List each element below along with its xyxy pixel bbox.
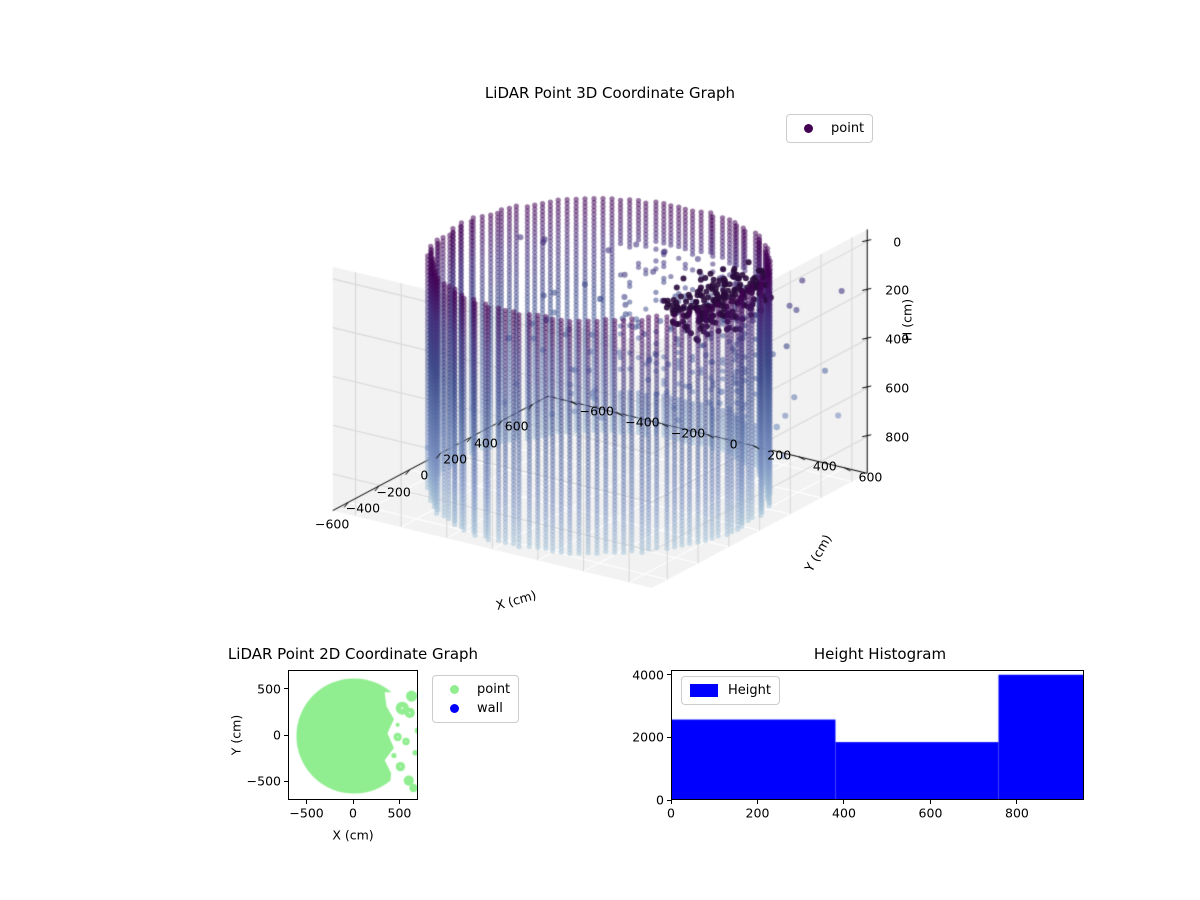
x-tick-4: 200 <box>443 451 468 467</box>
xh-tick-2: 400 <box>832 805 856 821</box>
y2d-axis-label: Y (cm) <box>228 714 244 756</box>
y-tick-1: −400 <box>625 414 660 430</box>
legend-label-point: point <box>477 682 511 697</box>
panel-3d-title: LiDAR Point 3D Coordinate Graph <box>484 84 736 102</box>
legend-histogram[interactable]: Height <box>681 676 780 705</box>
x-tick-0: −600 <box>314 516 350 532</box>
xh-tick-4: 800 <box>1005 805 1029 821</box>
x-tick-1: −400 <box>345 500 381 516</box>
lidar-3d-scatter-canvas[interactable] <box>300 120 920 640</box>
x2d-tickmark-1 <box>352 800 354 804</box>
y-tick-2: −200 <box>670 425 706 441</box>
x2d-axis-label: X (cm) <box>332 827 374 843</box>
legend-label-wall: wall <box>477 701 503 716</box>
x-tick-3: 0 <box>420 467 429 483</box>
legend-item-point: point <box>441 680 510 699</box>
yh-tick-1: 2000 <box>632 729 664 745</box>
wall-marker-icon <box>441 704 467 713</box>
xh-tick-3: 600 <box>918 805 943 821</box>
xh-tickmark-2 <box>843 800 845 804</box>
yh-tick-0: 0 <box>656 792 664 808</box>
lidar-2d-scatter-canvas[interactable] <box>289 671 417 799</box>
y-tick-3: 0 <box>729 436 738 452</box>
yh-tickmark-0 <box>667 799 671 801</box>
xh-tick-1: 200 <box>745 805 770 821</box>
xh-tickmark-0 <box>670 800 672 804</box>
x-tick-6: 600 <box>504 418 529 434</box>
legend-item-wall: wall <box>441 699 510 718</box>
y-tick-5: 400 <box>812 458 837 474</box>
y2d-tick-0: −500 <box>246 773 281 789</box>
legend-2d[interactable]: point wall <box>432 675 520 723</box>
yh-tickmark-2 <box>667 674 671 676</box>
xh-tickmark-4 <box>1016 800 1018 804</box>
z-tick-4: 800 <box>885 429 910 445</box>
axes-3d[interactable] <box>300 120 920 640</box>
x2d-tick-1: 0 <box>349 805 357 821</box>
y2d-tickmark-2 <box>284 688 288 690</box>
z-tick-0: 0 <box>893 234 902 250</box>
xh-tickmark-3 <box>929 800 931 804</box>
y-tick-0: −600 <box>579 403 615 419</box>
xh-tick-0: 0 <box>667 805 675 821</box>
z-tick-3: 600 <box>885 380 910 396</box>
x-tick-5: 400 <box>473 435 498 451</box>
y-tick-6: 600 <box>858 469 883 485</box>
panel-2d-title: LiDAR Point 2D Coordinate Graph <box>227 645 479 663</box>
height-patch-icon <box>690 684 718 697</box>
x2d-tick-2: 500 <box>387 805 412 821</box>
yh-tick-2: 4000 <box>632 667 664 683</box>
x2d-tick-0: −500 <box>289 805 324 821</box>
y2d-tickmark-1 <box>284 734 288 736</box>
axes-2d[interactable] <box>288 670 418 800</box>
x-tick-2: −200 <box>376 484 411 500</box>
y2d-tick-2: 500 <box>257 681 281 697</box>
legend-label-height: Height <box>728 683 771 698</box>
x2d-tickmark-0 <box>306 800 308 804</box>
y2d-tickmark-0 <box>284 780 288 782</box>
z-axis-label: H (cm) <box>899 298 915 342</box>
point-marker-icon <box>441 685 467 694</box>
yh-tickmark-1 <box>667 736 671 738</box>
y-tick-4: 200 <box>767 447 792 463</box>
z-tick-1: 200 <box>885 282 910 298</box>
y2d-tick-1: 0 <box>273 727 281 743</box>
panel-hist-title: Height Histogram <box>813 645 947 663</box>
xh-tickmark-1 <box>756 800 758 804</box>
x2d-tickmark-2 <box>398 800 400 804</box>
z-tick-2: 400 <box>885 331 910 347</box>
legend-item-height: Height <box>690 681 771 700</box>
